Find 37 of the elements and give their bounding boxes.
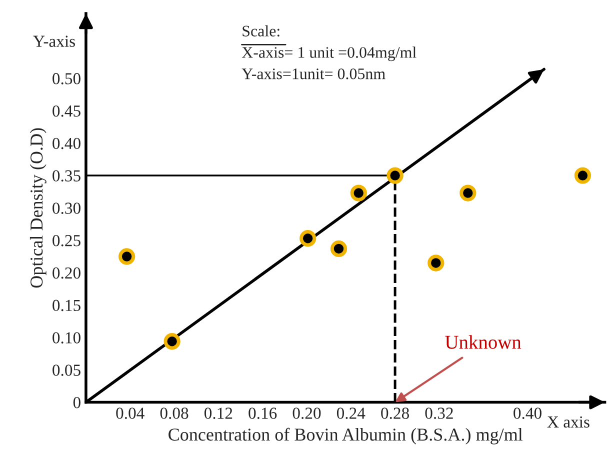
y-tick-label: 0.25 xyxy=(52,235,80,246)
y-tick-label: 0.15 xyxy=(52,300,80,312)
y-axis-title: Optical Density (O.D) xyxy=(30,128,46,288)
x-tick-label: 0.24 xyxy=(336,408,366,419)
y-tick-label: 0 xyxy=(73,396,80,408)
text: X axis xyxy=(547,416,590,428)
x-tick-label: 0.08 xyxy=(160,408,188,419)
point xyxy=(164,333,180,350)
y-tick-label: 0.35 xyxy=(52,170,80,182)
text: Y-axis xyxy=(33,36,75,47)
x-axis-title: Concentration of Bovin Albumin (B.S.A.) mg/ml xyxy=(168,428,523,444)
annotation: Unknown xyxy=(445,335,522,349)
point xyxy=(428,254,444,272)
annotation: X-axis= 1 unit =0.04mg/ml xyxy=(242,46,416,62)
x-tick-label: 0.40 xyxy=(514,408,542,419)
point xyxy=(574,167,592,184)
point xyxy=(350,184,367,202)
annotation: Scale: xyxy=(242,25,280,37)
x-tick-label: 0.32 xyxy=(425,408,453,419)
y-tick-label: 0.45 xyxy=(52,105,80,117)
y-tick-label: 0.20 xyxy=(52,267,80,279)
y-tick-label: 0.50 xyxy=(52,73,80,84)
y-tick-label: 0.10 xyxy=(52,332,80,344)
x-tick-label: 0.12 xyxy=(204,408,232,419)
x-tick-label: 0.20 xyxy=(292,408,321,419)
point xyxy=(300,230,316,247)
x-tick-label: 0.04 xyxy=(116,408,144,419)
x-tick-label: 0.28 xyxy=(381,408,409,419)
point xyxy=(330,240,348,258)
point xyxy=(118,248,136,265)
y-tick-label: 0.05 xyxy=(52,364,80,376)
y-tick-label: 0.40 xyxy=(52,138,80,150)
y-tick-label: 0.30 xyxy=(52,202,80,214)
x-tick-label: 0.16 xyxy=(248,408,277,419)
point xyxy=(460,184,476,202)
annotation: Y-axis=1unit= 0.05nm xyxy=(242,68,386,80)
point xyxy=(386,167,404,184)
